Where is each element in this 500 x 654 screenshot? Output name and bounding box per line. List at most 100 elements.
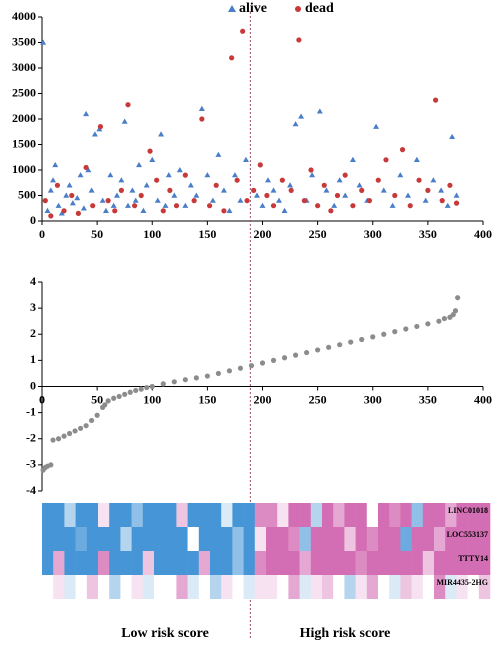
heat-cell xyxy=(254,551,267,575)
heat-cell xyxy=(109,575,121,599)
heat-cell xyxy=(434,575,446,599)
point xyxy=(270,203,277,209)
heat-cell xyxy=(422,527,435,551)
point xyxy=(414,323,420,330)
heat-cell xyxy=(322,575,334,599)
heat-cell xyxy=(456,503,468,527)
point xyxy=(116,393,122,400)
point xyxy=(136,161,143,168)
heat-cell xyxy=(187,527,200,551)
heat-cell xyxy=(310,527,323,551)
row-label: LINC01018 xyxy=(448,506,488,515)
heat-cell xyxy=(53,527,65,551)
point xyxy=(97,124,104,130)
heat-cell xyxy=(344,575,356,599)
point xyxy=(138,192,144,199)
point xyxy=(66,430,73,437)
point xyxy=(171,192,178,198)
point xyxy=(337,342,343,348)
heat-cell xyxy=(456,527,468,551)
point xyxy=(147,148,153,154)
point xyxy=(439,198,445,204)
point xyxy=(342,172,348,178)
point xyxy=(253,192,260,198)
heat-cell xyxy=(42,551,54,575)
heat-cell xyxy=(176,551,188,575)
point xyxy=(88,187,95,193)
point xyxy=(72,428,78,434)
x-tick-label: 250 xyxy=(309,227,327,241)
point xyxy=(143,182,150,188)
heat-cell xyxy=(355,503,368,527)
row-label: LOC553137 xyxy=(447,530,488,539)
heat-cell xyxy=(198,575,211,599)
heat-cell xyxy=(120,503,132,527)
heat-cell xyxy=(131,575,144,599)
heat-cell xyxy=(266,551,278,575)
point xyxy=(160,208,166,214)
point xyxy=(198,105,205,111)
point xyxy=(455,295,461,301)
heat-cell xyxy=(366,551,379,575)
point xyxy=(149,156,156,162)
point xyxy=(444,202,451,208)
point xyxy=(138,386,144,392)
point xyxy=(453,192,460,198)
heat-cell xyxy=(42,503,54,527)
heat-cell xyxy=(400,575,412,599)
point xyxy=(383,157,389,163)
y-tick-label: 500 xyxy=(18,187,36,201)
point xyxy=(182,202,189,208)
y-tick-label: 4 xyxy=(30,274,36,288)
heat-cell xyxy=(445,527,457,551)
point xyxy=(54,182,61,188)
point xyxy=(226,368,233,374)
point xyxy=(359,187,365,193)
point xyxy=(40,39,47,45)
point xyxy=(176,167,183,173)
x-tick-label: 400 xyxy=(474,227,492,241)
point xyxy=(447,182,453,188)
heat-cell xyxy=(75,551,88,575)
y-tick-label: 0 xyxy=(30,213,36,227)
heat-cell xyxy=(411,575,424,599)
point xyxy=(61,433,67,439)
point xyxy=(110,202,117,208)
y-tick-label: -3 xyxy=(26,457,36,471)
heat-cell xyxy=(221,503,233,527)
heat-cell xyxy=(98,551,110,575)
heat-cell xyxy=(288,575,300,599)
heat-cell xyxy=(142,527,155,551)
heat-cell xyxy=(154,551,166,575)
heat-cell xyxy=(165,551,177,575)
heat-cell xyxy=(266,503,278,527)
heat-cell xyxy=(254,527,267,551)
point xyxy=(129,187,136,193)
point xyxy=(50,437,56,443)
point xyxy=(441,315,448,322)
heat-cell xyxy=(333,551,345,575)
heat-cell xyxy=(75,575,88,599)
point xyxy=(105,398,111,404)
point xyxy=(453,200,460,206)
heat-cell xyxy=(109,527,121,551)
heat-cell xyxy=(456,551,468,575)
legend-marker xyxy=(295,6,301,12)
point xyxy=(162,202,169,208)
point xyxy=(99,197,106,203)
heat-cell xyxy=(299,575,312,599)
heat-cell xyxy=(277,527,289,551)
point xyxy=(350,203,356,209)
y-tick-label: 3 xyxy=(30,300,36,314)
point xyxy=(237,365,244,371)
point xyxy=(149,383,155,390)
heat-cell xyxy=(210,527,222,551)
point xyxy=(154,197,161,203)
point xyxy=(308,167,314,173)
point xyxy=(226,207,233,213)
heat-cell xyxy=(254,503,267,527)
heat-cell xyxy=(109,503,121,527)
point xyxy=(47,187,54,193)
point xyxy=(160,381,166,387)
point xyxy=(237,197,244,203)
